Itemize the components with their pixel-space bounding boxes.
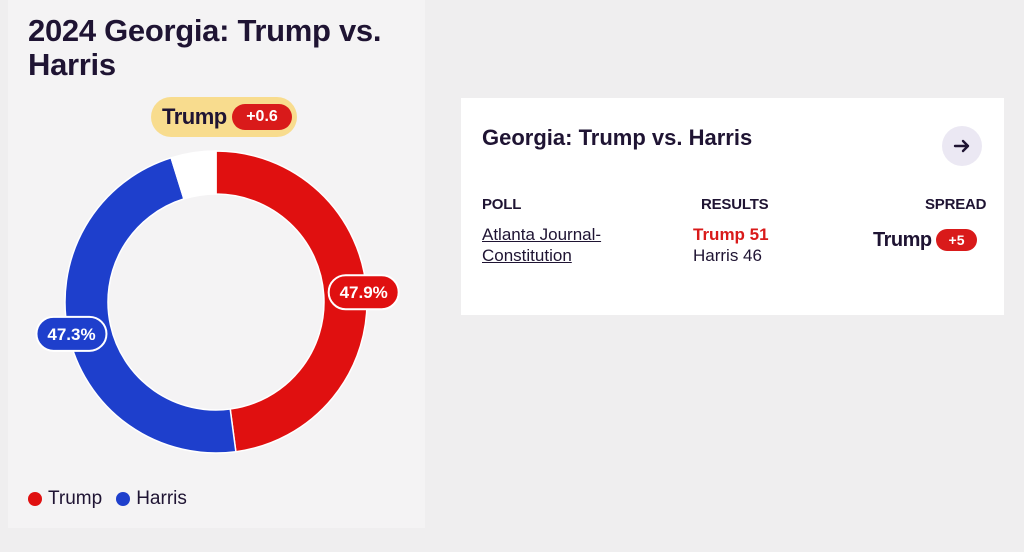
card-title: Georgia: Trump vs. Harris (482, 125, 753, 150)
legend-dot-harris (116, 492, 131, 506)
legend-item-trump: Trump (28, 488, 102, 510)
donut-chart: 47.9% 47.3% (35, 150, 400, 454)
leader-margin: +0.6 (232, 104, 292, 130)
leader-name: Trump (162, 104, 227, 129)
donut-slice-trump (215, 150, 368, 453)
slice-label-text: 47.9% (340, 283, 388, 302)
column-header-spread: SPREAD (925, 196, 987, 213)
chart-legend: Trump Harris (28, 488, 201, 510)
poll-card: Georgia: Trump vs. Harris POLL RESULTS S… (461, 98, 1004, 315)
column-header-poll: POLL (482, 196, 522, 213)
legend-label: Harris (136, 488, 187, 509)
chart-panel: 2024 Georgia: Trump vs. Harris 47.9% 47.3… (8, 0, 425, 528)
leader-badge: Trump +0.6 (151, 97, 297, 137)
donut-slice-undecided (170, 150, 217, 200)
column-header-results: RESULTS (701, 196, 769, 213)
donut-slice-harris (64, 156, 237, 454)
result-trump: Trump 51 (693, 225, 769, 244)
chart-title: 2024 Georgia: Trump vs. Harris (28, 13, 382, 82)
slice-label-text: 47.3% (47, 325, 95, 344)
open-race-button[interactable] (942, 126, 982, 166)
legend-item-harris: Harris (116, 488, 187, 510)
legend-label: Trump (48, 488, 103, 509)
slice-label-harris: 47.3% (35, 315, 108, 352)
spread-value: +5 (936, 229, 977, 251)
spread-leader: Trump (873, 229, 932, 251)
legend-dot-trump (28, 492, 42, 506)
result-harris: Harris 46 (693, 246, 762, 265)
arrow-right-icon (953, 139, 970, 153)
poll-link[interactable]: Atlanta Journal-Constitution (482, 225, 602, 265)
slice-label-trump: 47.9% (327, 274, 400, 311)
